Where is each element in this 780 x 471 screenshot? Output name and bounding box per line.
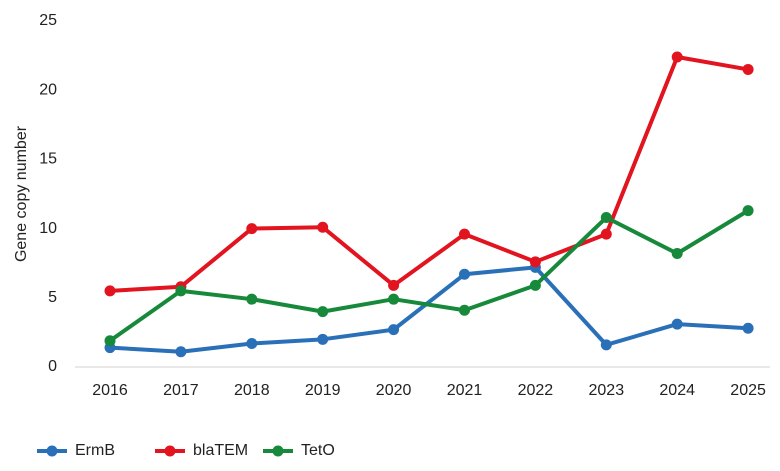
data-point [742, 322, 754, 334]
data-point [459, 304, 470, 316]
data-point [246, 337, 258, 349]
x-tick-label: 2022 [518, 382, 554, 399]
data-point [317, 333, 329, 345]
data-point [246, 223, 258, 235]
y-tick-label: 20 [39, 81, 57, 98]
x-tick-label: 2016 [92, 382, 128, 399]
y-tick-label: 25 [39, 12, 57, 29]
x-tick-label: 2023 [589, 382, 625, 399]
x-tick-label: 2021 [447, 382, 483, 399]
data-point [104, 285, 116, 297]
data-point [671, 318, 683, 330]
data-point [317, 306, 329, 318]
y-tick-label: 5 [48, 289, 57, 306]
legend-label: TetO [301, 442, 335, 459]
data-point [529, 256, 541, 268]
y-tick-label: 0 [48, 358, 57, 375]
legend-marker [46, 445, 58, 457]
data-point [388, 293, 400, 305]
data-point [104, 335, 116, 347]
data-point [246, 293, 258, 305]
x-tick-label: 2019 [305, 382, 341, 399]
x-tick-label: 2024 [659, 382, 695, 399]
data-point [742, 63, 754, 75]
y-tick-label: 10 [39, 220, 57, 237]
data-point [742, 205, 754, 217]
data-point [317, 221, 329, 233]
data-point [600, 228, 612, 240]
legend-marker [164, 445, 176, 457]
data-point [175, 346, 187, 358]
y-axis-label: Gene copy number [13, 125, 30, 262]
data-point [600, 212, 612, 224]
data-point [671, 51, 683, 63]
data-point [529, 279, 541, 291]
series-line [109, 54, 749, 293]
data-point [388, 324, 400, 336]
series-line [109, 265, 749, 354]
x-tick-label: 2017 [163, 382, 199, 399]
legend-marker [272, 445, 284, 457]
data-point [388, 279, 400, 291]
data-point [600, 339, 612, 351]
legend-label: ErmB [75, 442, 115, 459]
legend-label: blaTEM [193, 442, 248, 459]
series-line [108, 208, 750, 343]
data-point [459, 268, 470, 280]
data-point [175, 285, 187, 297]
data-point [671, 248, 683, 260]
y-tick-label: 15 [39, 151, 57, 168]
data-point [459, 228, 470, 240]
x-tick-label: 2020 [376, 382, 412, 399]
x-tick-label: 2025 [730, 382, 766, 399]
x-tick-label: 2018 [234, 382, 270, 399]
